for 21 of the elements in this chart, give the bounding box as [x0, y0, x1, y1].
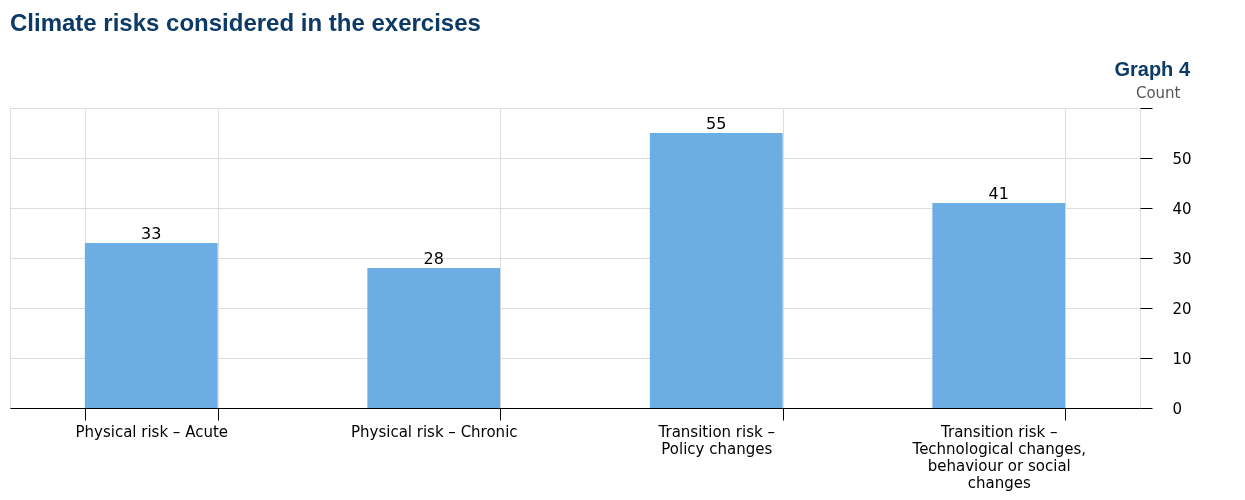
x-tick-label: Transition risk – Technological changes, behaviour or social changes — [911, 422, 1086, 492]
y-tick-label: 40 — [1172, 199, 1192, 218]
y-tick-label: 0 — [1172, 399, 1183, 418]
bar — [367, 268, 501, 408]
x-tick-label: Physical risk – Chronic — [350, 422, 518, 441]
data-label: 28 — [423, 249, 444, 268]
y-tick-label: 20 — [1172, 299, 1192, 318]
data-label: 33 — [141, 224, 162, 243]
data-label: 55 — [706, 114, 727, 133]
y-tick-label: 50 — [1172, 149, 1192, 168]
chart-title: Climate risks considered in the exercises — [10, 9, 481, 36]
data-label: 41 — [988, 184, 1009, 203]
y-tick-label: 10 — [1172, 349, 1192, 368]
bar — [932, 203, 1066, 408]
y-tick-label: 30 — [1172, 249, 1192, 268]
bar — [84, 243, 218, 408]
caption: Graph 4 — [1114, 58, 1191, 80]
bar — [649, 133, 783, 408]
x-tick-label: Physical risk – Acute — [75, 422, 229, 441]
x-tick-label: Transition risk – Policy changes — [657, 422, 775, 458]
y-axis-title: Count — [1135, 83, 1181, 102]
